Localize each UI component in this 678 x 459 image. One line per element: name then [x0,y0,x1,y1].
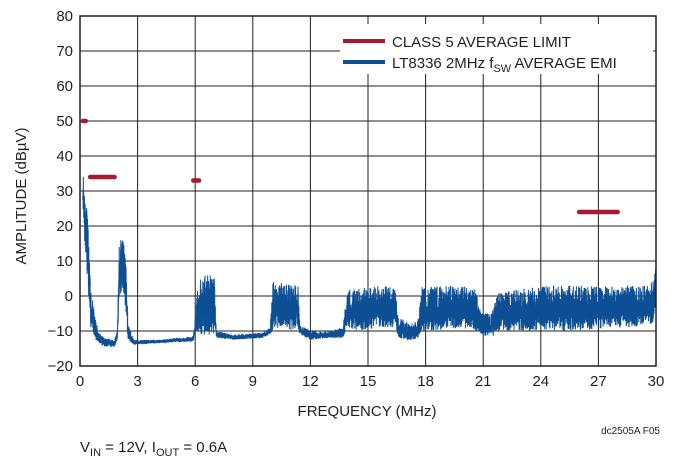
y-tick-label: −10 [48,323,73,340]
y-tick-label: 30 [56,183,73,200]
emi-series [82,176,657,347]
y-axis-label: AMPLITUDE (dBµV) [13,127,30,264]
y-tick-label: 40 [56,148,73,165]
x-tick-label: 0 [76,373,84,390]
y-tick-label: 70 [56,43,73,60]
plot-border [79,15,657,367]
legend-label-limit: CLASS 5 AVERAGE LIMIT [392,34,571,51]
x-tick-label: 15 [360,373,377,390]
figure-code: dc2505A F05 [601,426,660,437]
x-tick-label: 18 [417,373,434,390]
x-tick-label: 6 [191,373,199,390]
y-tick-label: 50 [56,113,73,130]
x-tick-label: 27 [590,373,607,390]
x-axis-label: FREQUENCY (MHz) [298,403,437,420]
y-tick-label: −20 [48,358,73,375]
y-tick-label: 60 [56,78,73,95]
legend-label-emi: LT8336 2MHz fSW AVERAGE EMI [392,55,617,75]
y-tick-label: 80 [56,8,73,25]
y-tick-label: 20 [56,218,73,235]
y-tick-label: 0 [65,288,73,305]
plot-frame [79,15,657,367]
x-tick-label: 9 [249,373,257,390]
test-conditions: VIN = 12V, IOUT = 0.6A [80,439,227,459]
limit-series [80,118,620,215]
y-tick-label: 10 [56,253,73,270]
tick-labels: 0 3 6 9 12 15 18 21 24 27 30 −20 −10 0 10 20 30 40 50 60 70 8… [48,8,665,390]
legend-background [340,24,653,74]
emi-trace [82,176,657,347]
x-tick-label: 21 [475,373,492,390]
x-tick-label: 12 [302,373,319,390]
legend: CLASS 5 AVERAGE LIMIT LT8336 2MHz fSW AV… [340,24,653,75]
x-tick-label: 24 [532,373,549,390]
x-tick-label: 30 [648,373,665,390]
x-tick-label: 3 [133,373,141,390]
